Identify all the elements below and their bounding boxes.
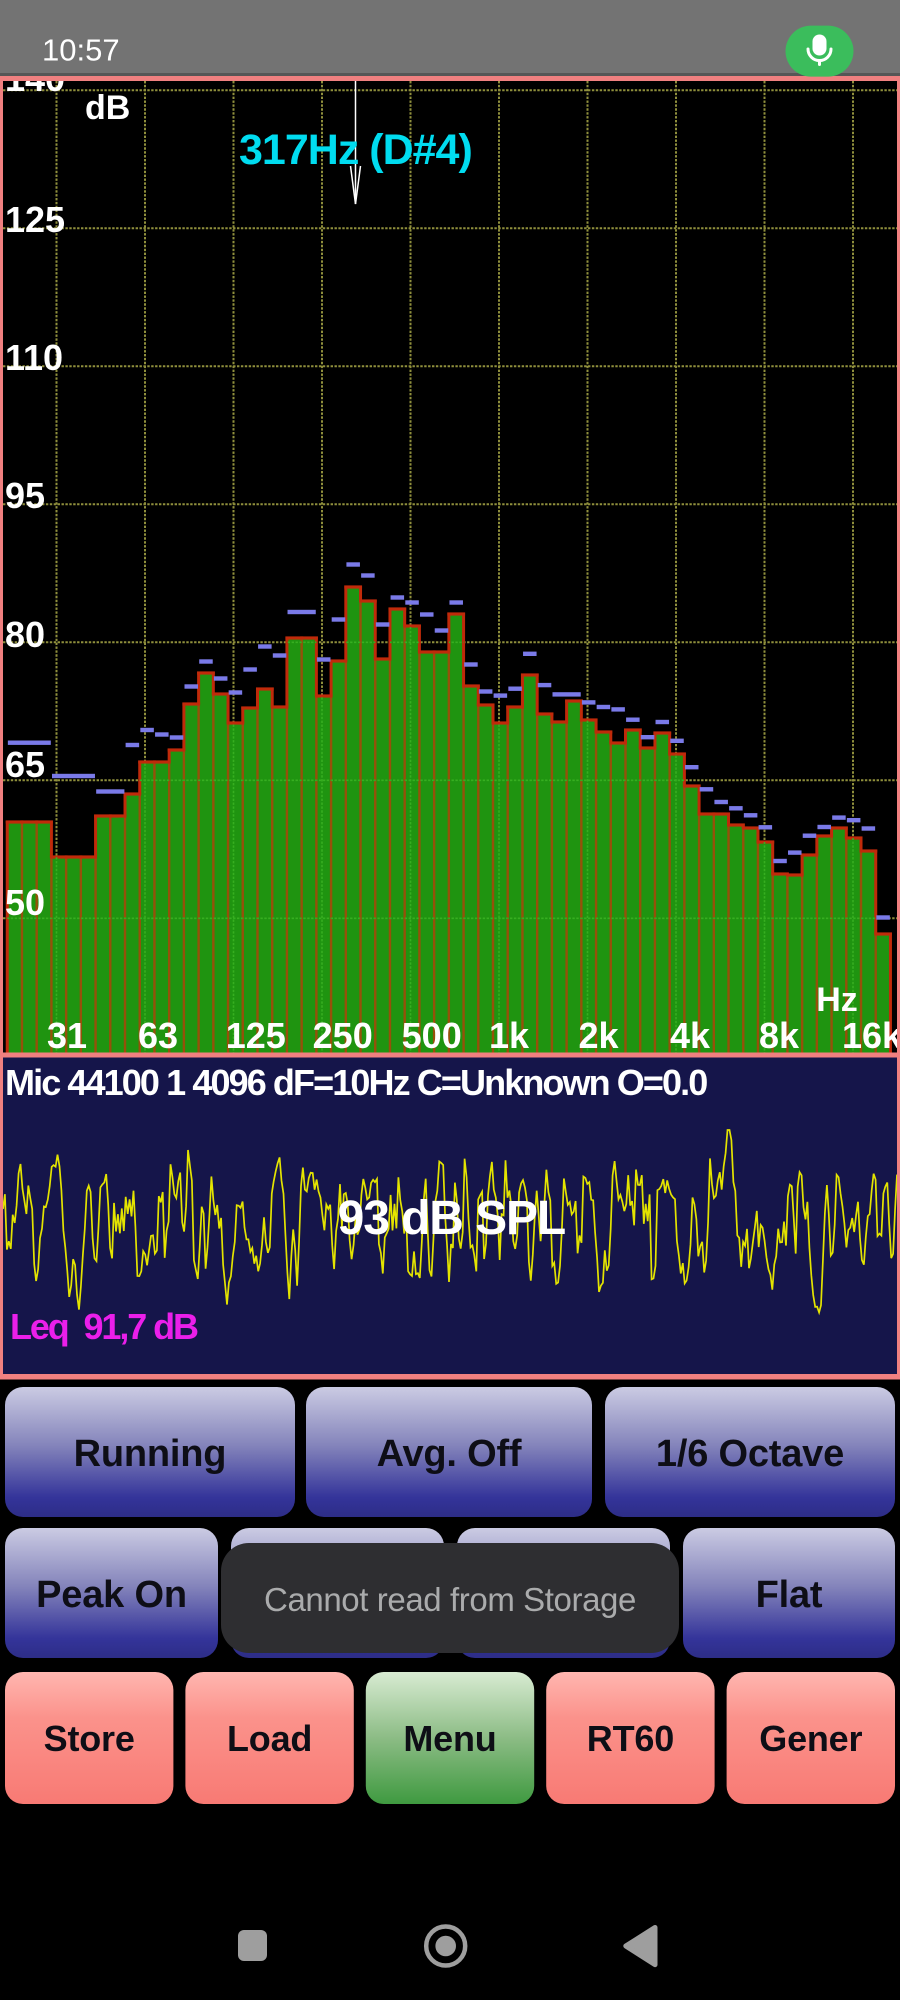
svg-text:Cannot read from Storage: Cannot read from Storage [264, 1581, 636, 1618]
svg-text:4k: 4k [670, 1015, 711, 1056]
svg-text:Load: Load [227, 1718, 312, 1759]
svg-text:93 dB SPL: 93 dB SPL [338, 1192, 566, 1245]
svg-text:31: 31 [47, 1015, 87, 1056]
svg-text:dB: dB [85, 89, 130, 127]
svg-text:1k: 1k [489, 1015, 530, 1056]
svg-text:50: 50 [5, 882, 45, 923]
svg-text:2k: 2k [578, 1015, 619, 1056]
svg-text:Gener: Gener [759, 1718, 862, 1759]
svg-text:65: 65 [5, 744, 45, 785]
svg-text:140: 140 [5, 58, 65, 99]
svg-text:8k: 8k [759, 1015, 800, 1056]
svg-text:80: 80 [5, 614, 45, 655]
svg-text:95: 95 [5, 475, 45, 516]
svg-text:110: 110 [5, 337, 63, 378]
svg-text:Mic 44100 1 4096 dF=10Hz C=Unk: Mic 44100 1 4096 dF=10Hz C=Unknown O=0.0 [5, 1062, 707, 1103]
svg-text:RT60: RT60 [587, 1718, 674, 1759]
svg-text:16k: 16k [842, 1015, 900, 1056]
svg-text:Store: Store [44, 1718, 135, 1759]
svg-text:Leq 91,7 dB: Leq 91,7 dB [10, 1306, 198, 1347]
svg-text:500: 500 [402, 1015, 462, 1056]
svg-text:125: 125 [226, 1015, 286, 1056]
svg-text:Hz: Hz [816, 981, 858, 1019]
svg-text:1/6 Octave: 1/6 Octave [656, 1433, 844, 1475]
svg-text:63: 63 [138, 1015, 178, 1056]
svg-text:317Hz (D#4): 317Hz (D#4) [239, 126, 472, 174]
svg-text:250: 250 [313, 1015, 373, 1056]
svg-text:125: 125 [5, 199, 65, 240]
svg-text:Peak On: Peak On [36, 1574, 187, 1616]
svg-text:Avg. Off: Avg. Off [377, 1433, 522, 1475]
svg-text:Menu: Menu [403, 1718, 496, 1759]
svg-text:Running: Running [74, 1433, 227, 1475]
svg-text:Flat: Flat [756, 1574, 823, 1616]
svg-text:10:57: 10:57 [42, 33, 120, 68]
